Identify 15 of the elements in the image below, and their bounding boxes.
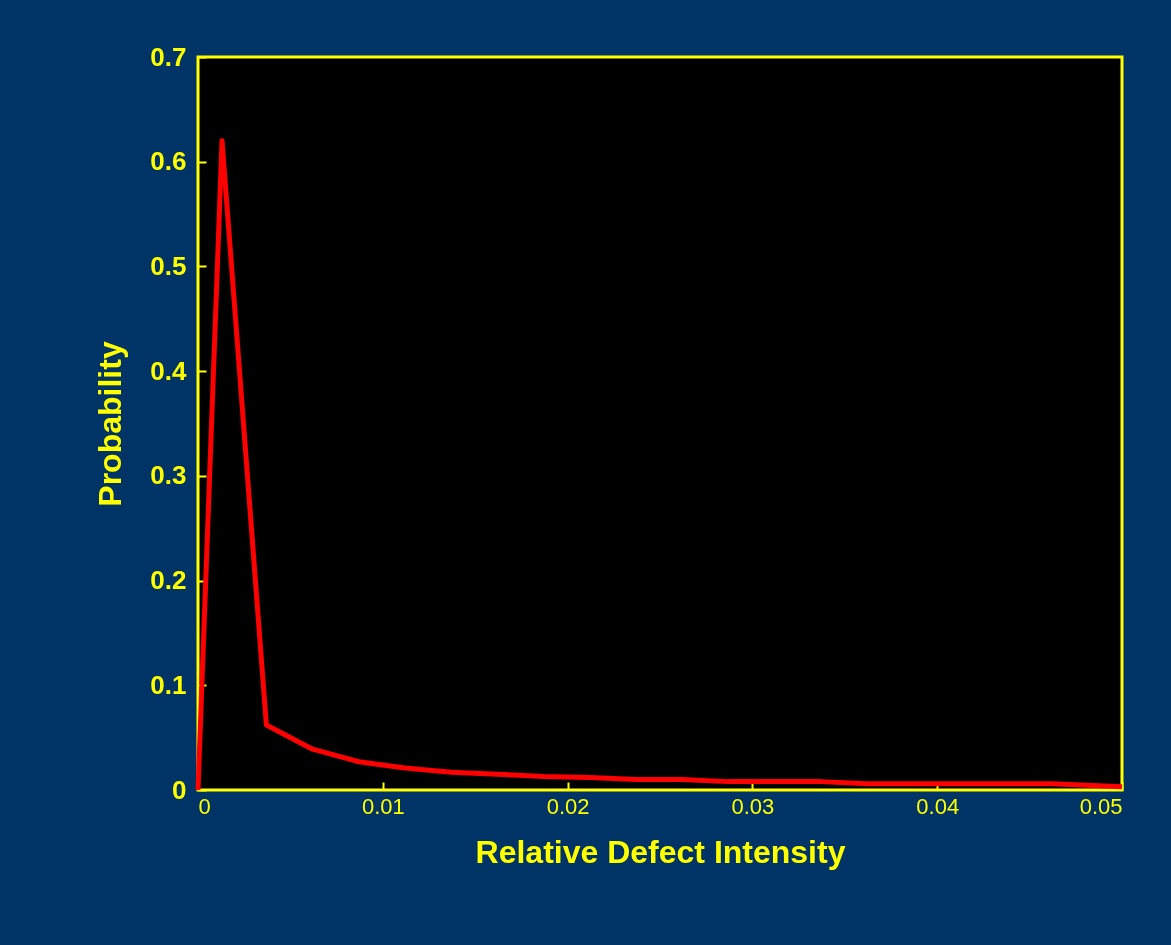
- x-tick-label: 0.03: [731, 793, 775, 819]
- x-tick-label: 0.04: [916, 793, 960, 819]
- y-tick-label: 0.3: [150, 460, 187, 491]
- y-tick-label: 0.7: [150, 41, 187, 72]
- y-tick-label: 0.6: [150, 146, 187, 177]
- y-tick-label: 0.4: [150, 355, 188, 386]
- x-tick-label: 0.01: [361, 793, 405, 819]
- y-axis-title: Probability: [92, 341, 129, 507]
- y-tick-label: 0.5: [150, 250, 187, 281]
- x-axis-title: Relative Defect Intensity: [475, 833, 846, 870]
- y-tick-label: 0.2: [150, 565, 187, 596]
- x-tick-label: 0.05: [1079, 793, 1123, 819]
- x-tick-label: 0: [198, 793, 211, 819]
- y-tick-label: 0.1: [150, 669, 187, 700]
- x-tick-label: 0.02: [546, 793, 590, 819]
